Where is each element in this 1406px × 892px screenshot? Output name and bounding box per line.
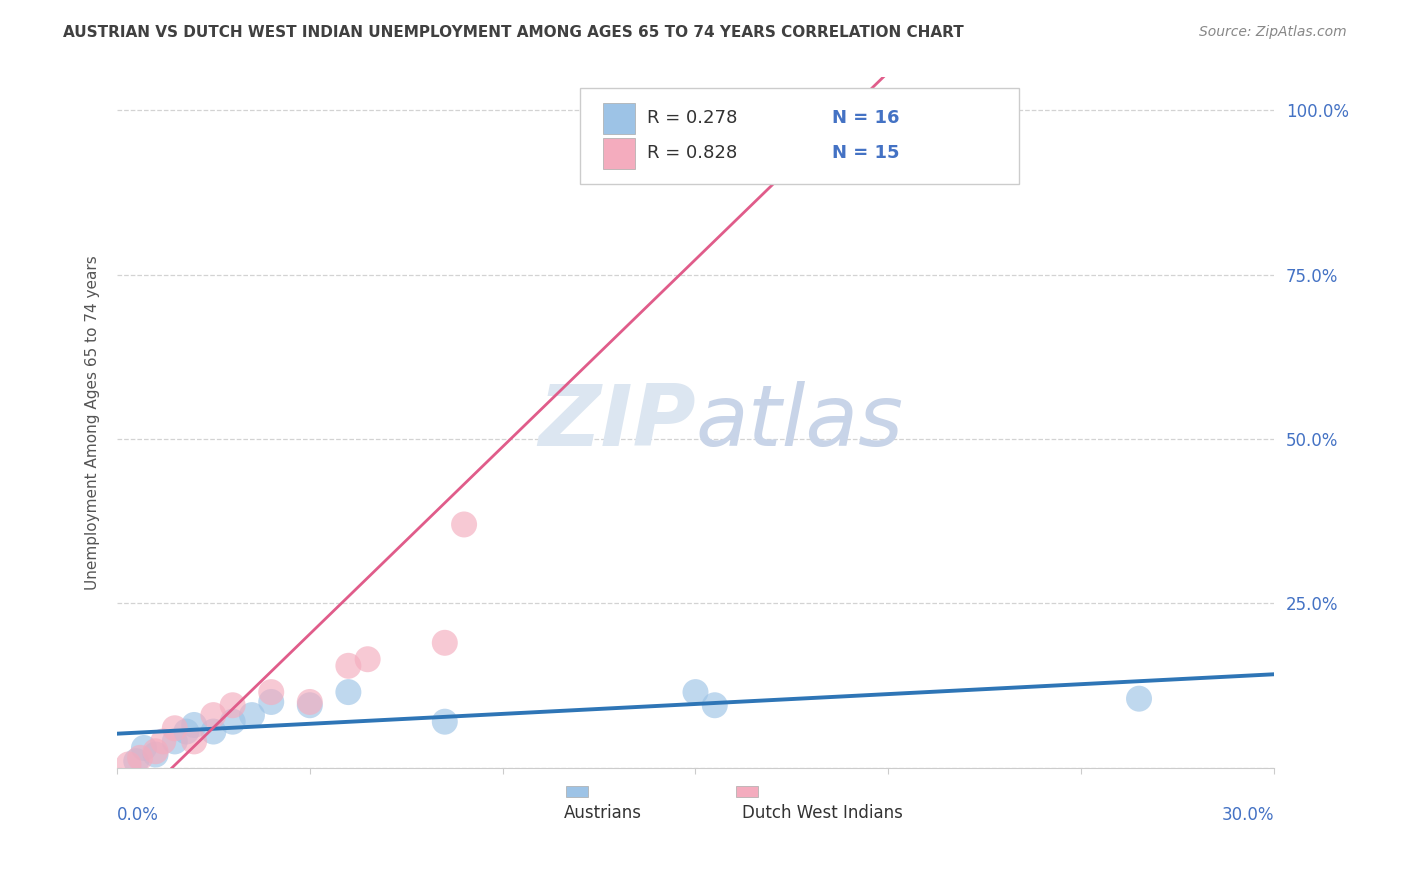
Point [453,517,475,532]
Point [183,718,205,732]
Point [117,757,139,772]
Point [183,734,205,748]
Point [202,724,225,739]
Point [176,724,198,739]
Text: R = 0.278: R = 0.278 [647,109,737,128]
Text: AUSTRIAN VS DUTCH WEST INDIAN UNEMPLOYMENT AMONG AGES 65 TO 74 YEARS CORRELATION: AUSTRIAN VS DUTCH WEST INDIAN UNEMPLOYME… [63,25,965,40]
FancyBboxPatch shape [603,103,636,134]
Point [703,698,725,713]
Point [125,754,148,768]
Point [337,658,360,673]
Point [163,734,186,748]
Point [260,685,283,699]
Text: N = 15: N = 15 [832,145,900,162]
Text: atlas: atlas [696,381,904,464]
Point [152,734,174,748]
Point [337,685,360,699]
Point [163,721,186,735]
Text: ZIP: ZIP [538,381,696,464]
Point [356,652,378,666]
Text: 0.0%: 0.0% [117,805,159,823]
Text: R = 0.828: R = 0.828 [647,145,737,162]
Point [433,714,456,729]
FancyBboxPatch shape [579,87,1019,185]
Point [145,747,167,762]
Text: 30.0%: 30.0% [1222,805,1274,823]
Point [1128,691,1150,706]
Text: Source: ZipAtlas.com: Source: ZipAtlas.com [1199,25,1347,39]
Point [433,636,456,650]
Text: Austrians: Austrians [564,804,643,822]
Text: N = 16: N = 16 [832,109,900,128]
Point [607,120,630,134]
FancyBboxPatch shape [603,138,636,169]
Point [298,695,321,709]
Point [685,685,707,699]
Point [221,698,243,713]
Point [221,714,243,729]
Text: Dutch West Indians: Dutch West Indians [742,804,903,822]
Point [298,698,321,713]
Point [260,695,283,709]
Y-axis label: Unemployment Among Ages 65 to 74 years: Unemployment Among Ages 65 to 74 years [86,255,100,590]
Point [202,708,225,723]
Point [129,751,152,765]
Point [145,744,167,758]
Point [132,741,155,756]
Point [240,708,263,723]
